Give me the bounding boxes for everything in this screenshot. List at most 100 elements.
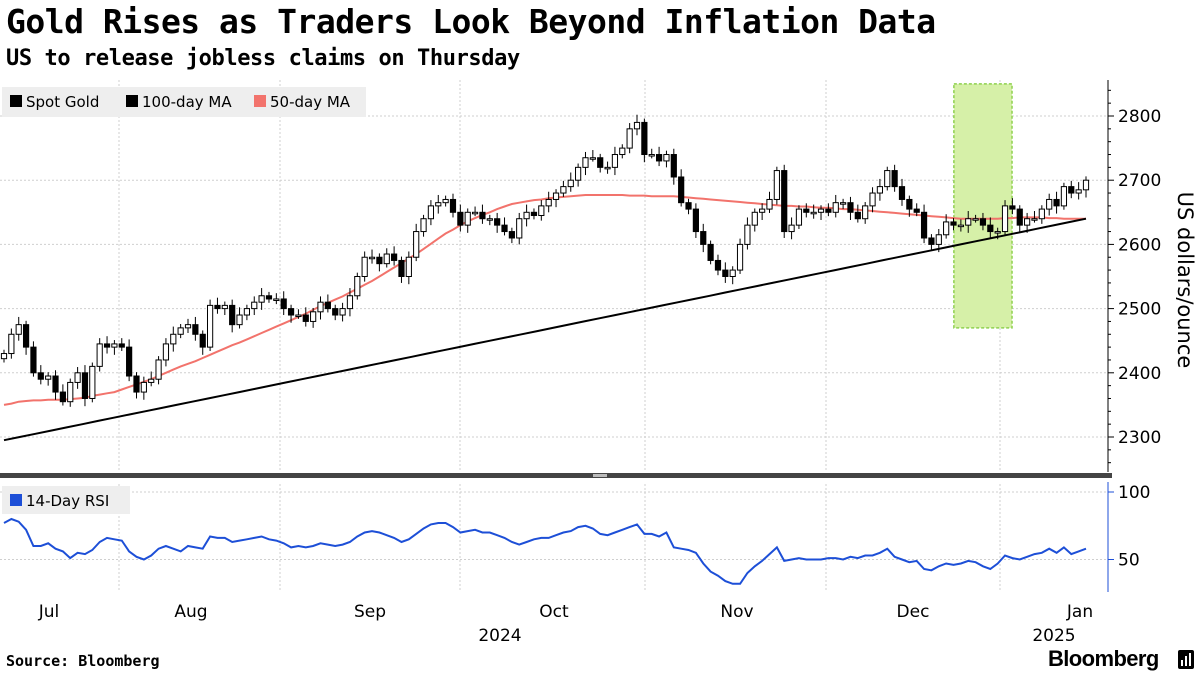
x-tick-label: Nov [720, 602, 753, 622]
candle [567, 172, 574, 192]
legend-swatch-rsi [10, 494, 22, 506]
candle-body-up [354, 276, 361, 297]
candle-body-up [589, 157, 596, 160]
candle-body-up [575, 166, 582, 181]
x-tick-label: Sep [354, 602, 386, 622]
rsi-legend: 14-Day RSI [2, 486, 130, 514]
candle [663, 150, 670, 168]
candle [943, 214, 950, 239]
candle-body-down [891, 170, 898, 188]
candle [199, 330, 206, 355]
candle-body-down [714, 259, 722, 271]
candle [310, 307, 317, 328]
candle [840, 198, 847, 210]
candle [214, 297, 221, 314]
candle-body-down [22, 324, 30, 348]
candle-body-down [376, 256, 383, 265]
candle [96, 338, 103, 372]
candle-body-up [729, 269, 736, 277]
candle-body-up [626, 128, 633, 149]
legend-swatch-100-day-ma [126, 95, 138, 107]
candle-body-up [471, 211, 479, 215]
candle [162, 338, 170, 367]
candle-body-down [913, 208, 920, 213]
candle-body-up [560, 186, 567, 194]
candle-body-down [920, 211, 928, 239]
candle [692, 203, 699, 238]
candle [575, 163, 582, 187]
candle [560, 180, 567, 197]
x-tick-label: Aug [174, 602, 207, 622]
candle [464, 208, 471, 233]
ma100-line [3, 217, 1087, 442]
candle-body-up [45, 375, 52, 380]
candle [449, 193, 457, 218]
candle [89, 362, 96, 403]
candle [582, 151, 589, 176]
candle-body-down [324, 301, 331, 310]
candle-body-up [295, 314, 302, 318]
candle [773, 166, 780, 205]
candle [685, 198, 692, 215]
candle [965, 211, 972, 233]
candle-body-down [700, 231, 707, 245]
candle-body-down [133, 375, 140, 393]
candle [1053, 191, 1060, 214]
candle-body-down [37, 372, 44, 380]
candle [825, 203, 832, 217]
candle-body-up [67, 381, 74, 403]
candle-body-down [126, 346, 133, 377]
candle [265, 291, 273, 303]
candle [641, 118, 648, 163]
candle-body-up [8, 333, 15, 355]
candle [457, 204, 464, 232]
candle-body-up [604, 166, 611, 170]
rsi-grid [0, 484, 1108, 592]
candlestick-layer [0, 114, 1090, 407]
candle [45, 372, 52, 386]
candle-body-up [1038, 208, 1045, 220]
candle [766, 191, 773, 213]
candle-body-up [810, 211, 817, 215]
candle-body-down [928, 237, 935, 245]
candle-body-down [781, 170, 788, 233]
candle-body-down [287, 308, 295, 316]
candle-body-down [332, 308, 339, 316]
candle [74, 367, 81, 389]
candle [729, 266, 736, 285]
candle [906, 195, 913, 217]
candle [898, 178, 906, 206]
candle [361, 251, 368, 282]
main-grid [0, 80, 1108, 472]
candle [1001, 200, 1009, 236]
candle-body-up [1046, 198, 1053, 210]
candle [258, 288, 265, 310]
candle [530, 208, 538, 220]
candle-body-up [611, 154, 619, 168]
candle [707, 240, 714, 265]
candle-body-down [1009, 205, 1016, 210]
candle-body-up [148, 378, 155, 383]
candle [957, 219, 964, 232]
rsi-line-layer [3, 517, 1087, 585]
price-tick-label: 2700 [1118, 171, 1161, 191]
candle-body-up [633, 121, 641, 130]
candle-body-up [840, 202, 847, 205]
candle [67, 378, 74, 407]
candle [994, 227, 1001, 240]
bloomberg-logo-text: Bloomberg [1048, 646, 1159, 671]
candle [501, 217, 508, 236]
candle [619, 144, 626, 159]
candle-body-up [1082, 179, 1090, 191]
candle [155, 356, 162, 385]
candle-body-down [280, 298, 287, 310]
candle-body-up [619, 147, 626, 156]
candle-body-down [825, 208, 832, 213]
candle-body-up [1060, 186, 1068, 207]
candle [1038, 205, 1045, 224]
legend-swatch-spot-gold [10, 95, 22, 107]
candle [177, 324, 184, 339]
candle [626, 123, 633, 154]
candle-body-up [538, 205, 545, 217]
